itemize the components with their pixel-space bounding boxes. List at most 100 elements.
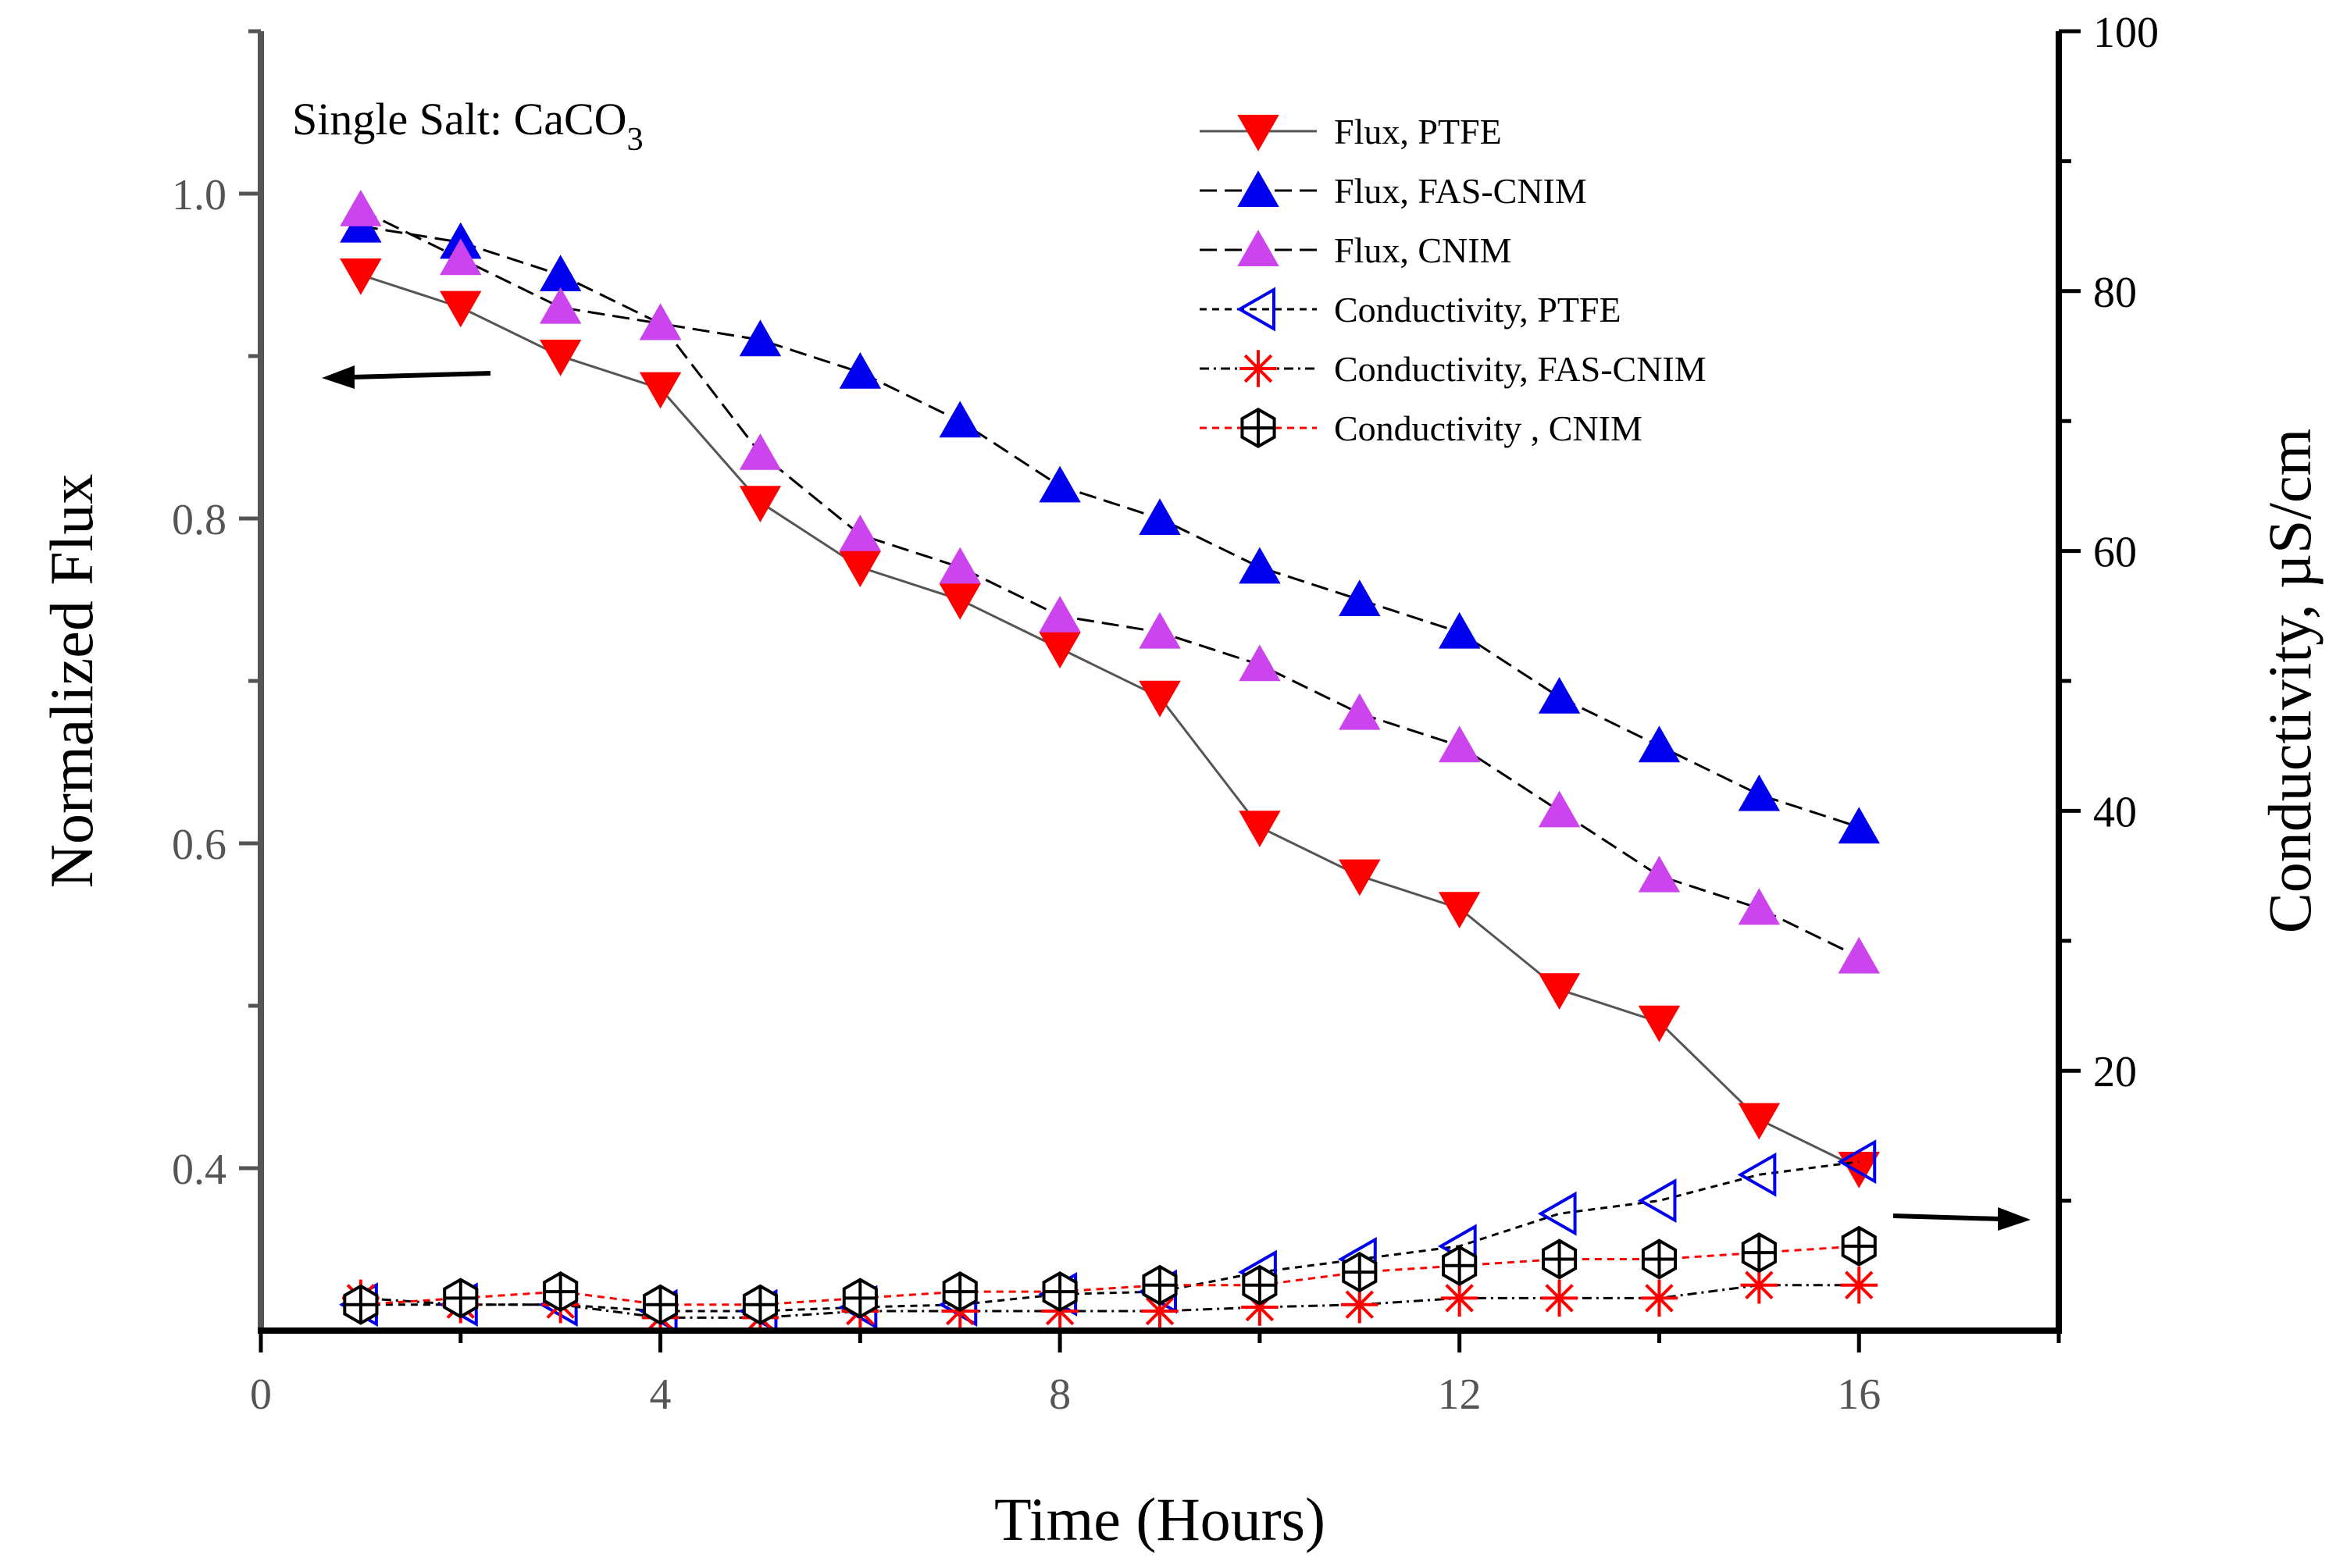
series-4-point — [1637, 1178, 1677, 1224]
series-2-point — [1139, 498, 1181, 535]
series-6-point — [1841, 1225, 1877, 1267]
series-1-point — [1438, 892, 1481, 928]
series-2-point — [839, 352, 882, 389]
legend-item: Flux, CNIM — [1200, 230, 1511, 270]
series-1-point — [739, 486, 782, 522]
series-3-point — [639, 303, 682, 340]
series-2-line — [360, 225, 1860, 829]
series-5-point — [1840, 1267, 1878, 1304]
series-6-point — [742, 1284, 779, 1325]
y-right-tick-label: 100 — [2093, 9, 2159, 57]
series-6-point — [1042, 1271, 1078, 1313]
series-3-point — [1139, 611, 1181, 649]
legend-item: Flux, PTFE — [1200, 112, 1502, 151]
y-left-tick-label: 1.0 — [172, 171, 226, 219]
series-2-point — [1239, 547, 1281, 584]
series-1 — [340, 258, 1880, 1188]
series-3 — [340, 190, 1880, 974]
legend-marker — [1237, 170, 1279, 207]
series-1-point — [839, 551, 882, 588]
series-4-point — [1837, 1139, 1877, 1185]
series-4-point — [1537, 1191, 1577, 1236]
series-1-point — [939, 583, 981, 620]
x-tick-label: 8 — [1049, 1370, 1071, 1419]
series-3-point — [1438, 725, 1481, 763]
legend-marker — [1237, 115, 1279, 151]
series-3-point — [739, 433, 782, 470]
series-2-point — [1438, 611, 1481, 649]
series-4-line — [360, 1160, 1860, 1313]
series-5-point — [1540, 1279, 1578, 1317]
series-3-point — [1838, 936, 1880, 974]
right-axis-arrow — [1892, 1207, 2031, 1231]
series-3-point — [1339, 693, 1381, 730]
legend: Flux, PTFE Flux, FAS-CNIM Flux, CNIM Conduc… — [1200, 112, 1707, 449]
series-1-point — [1239, 811, 1281, 847]
series-6 — [343, 1225, 1877, 1325]
text-layer: Single Salt: CaCO3 Time (Hours) Normaliz… — [37, 94, 2324, 1553]
series-2-point — [1638, 725, 1681, 763]
legend-item: Flux, FAS-CNIM — [1200, 170, 1587, 211]
series-1-point — [1538, 973, 1581, 1010]
series-1-point — [1339, 859, 1381, 896]
series-1-point — [1738, 1103, 1781, 1140]
legend-label: Flux, FAS-CNIM — [1334, 171, 1587, 211]
series-1-point — [1039, 632, 1081, 669]
series-3-point — [340, 190, 382, 226]
legend-marker — [1237, 230, 1279, 266]
series-1-point — [1638, 1005, 1681, 1042]
series-3-point — [440, 238, 482, 276]
series-3-point — [939, 547, 981, 584]
x-tick-label: 0 — [250, 1370, 272, 1419]
series-6-point — [543, 1271, 579, 1313]
y-axis-right-title: Conductivity, µS/cm — [2256, 429, 2324, 934]
series-2-point — [1838, 807, 1880, 844]
x-axis-title: Time (Hours) — [994, 1485, 1325, 1553]
legend-marker — [1240, 407, 1276, 449]
series-6-point — [842, 1278, 878, 1319]
series-3-point — [539, 287, 582, 324]
y-right-tick-label: 80 — [2093, 269, 2137, 317]
series-6-point — [942, 1271, 978, 1313]
series-4-point — [1737, 1152, 1777, 1197]
series-2-point — [1339, 579, 1381, 616]
y-right-tick-label: 60 — [2093, 529, 2137, 577]
legend-marker — [1239, 350, 1277, 387]
series-1-point — [1139, 680, 1181, 718]
y-left-tick-label: 0.4 — [172, 1146, 226, 1194]
series-3-point — [1039, 596, 1081, 633]
axes-layer: 0 4 8 12 16 0.4 0.6 0.8 1.0 20 40 60 80 100 — [172, 9, 2159, 1419]
series-3-point — [1738, 888, 1781, 925]
series-6-point — [1442, 1245, 1478, 1286]
y-axis-left-title: Normalized Flux — [37, 474, 105, 889]
legend-label: Conductivity , CNIM — [1334, 408, 1642, 448]
series-6-point — [1342, 1252, 1378, 1293]
left-axis-arrow — [322, 365, 491, 389]
series-3-point — [839, 515, 882, 551]
legend-item: Conductivity, FAS-CNIM — [1200, 349, 1707, 389]
series-2-point — [939, 401, 981, 438]
legend-label: Flux, CNIM — [1334, 230, 1511, 270]
y-left-tick-label: 0.8 — [172, 496, 226, 544]
legend-item: Conductivity , CNIM — [1200, 407, 1642, 449]
series-2-point — [1039, 465, 1081, 503]
legend-label: Conductivity, PTFE — [1334, 290, 1621, 330]
series-2-point — [1538, 677, 1581, 714]
series-6-point — [1242, 1264, 1278, 1306]
legend-label: Flux, PTFE — [1334, 112, 1502, 151]
series-3-point — [1239, 644, 1281, 682]
series-6-point — [1741, 1232, 1777, 1274]
annotation-text: Single Salt: CaCO3 — [292, 94, 644, 158]
series-6-point — [1541, 1238, 1578, 1280]
legend-item: Conductivity, PTFE — [1200, 287, 1621, 332]
series-3-line — [360, 208, 1860, 958]
series-2-point — [1738, 774, 1781, 811]
x-tick-label: 4 — [650, 1370, 672, 1419]
legend-label: Conductivity, FAS-CNIM — [1334, 349, 1707, 389]
x-tick-label: 16 — [1837, 1370, 1881, 1419]
series-6-point — [1142, 1264, 1178, 1306]
series-2-point — [539, 255, 582, 291]
legend-marker — [1236, 287, 1275, 332]
series-1-point — [539, 340, 582, 376]
